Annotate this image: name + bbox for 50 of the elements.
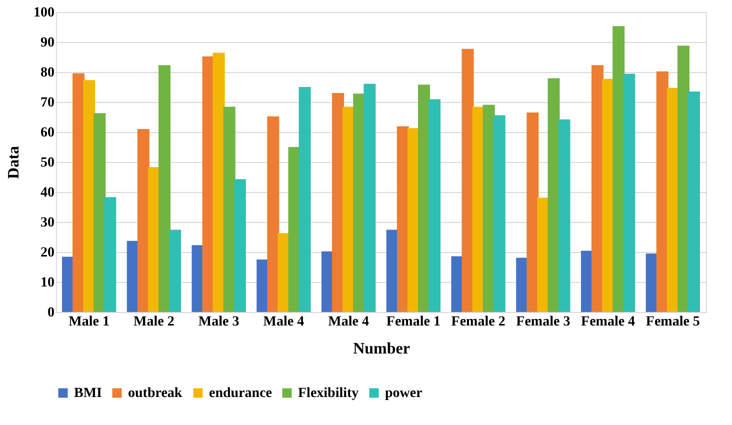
y-tick-label: 40 [40, 186, 54, 200]
x-tick-label: Female 5 [646, 314, 700, 330]
x-tick-label: Female 2 [451, 314, 506, 330]
legend-label: power [385, 386, 422, 401]
y-tick-label: 90 [40, 36, 54, 50]
bar [548, 78, 560, 312]
bar [234, 179, 246, 312]
bar [428, 99, 441, 312]
x-tick-label: Male 3 [198, 314, 240, 330]
bar [212, 52, 225, 312]
legend-label: endurance [209, 386, 272, 401]
x-tick-label: Male 2 [134, 314, 174, 330]
bar [158, 65, 170, 312]
y-tick-label: 30 [40, 216, 54, 230]
bar [298, 87, 311, 312]
y-tick-label: 10 [40, 276, 54, 290]
bar [267, 116, 280, 312]
legend-label: outbreak [128, 386, 182, 401]
bar [526, 112, 539, 312]
y-tick-label: 70 [40, 96, 54, 110]
bar [104, 197, 116, 312]
x-axis-title: Number [353, 340, 410, 358]
x-tick-label: Female 3 [516, 314, 570, 330]
bar [223, 106, 236, 312]
y-tick-label: 20 [40, 246, 54, 260]
bar [364, 84, 376, 312]
legend-label: Flexibility [298, 386, 359, 401]
legend-label: BMI [74, 386, 102, 401]
y-tick-label: 0 [48, 306, 54, 320]
y-tick-label: 80 [40, 66, 54, 80]
bar [451, 256, 464, 312]
y-axis-title: Data [6, 146, 22, 179]
bar [288, 147, 300, 312]
bar [493, 115, 506, 312]
bar [192, 245, 204, 312]
bar [558, 119, 570, 312]
x-tick-label: Male 4 [328, 314, 369, 330]
y-tick-label: 50 [40, 156, 54, 170]
y-tick-label: 60 [40, 126, 54, 140]
y-tick-label: 100 [34, 6, 54, 20]
bar [688, 92, 700, 312]
bar [94, 113, 106, 312]
bar [137, 129, 150, 312]
x-tick-label: Female 1 [386, 314, 440, 330]
x-tick-label: Female 4 [581, 314, 636, 330]
bar [462, 48, 474, 312]
bar [623, 74, 636, 312]
x-tick-label: Male 1 [68, 314, 110, 330]
bar [169, 230, 182, 312]
x-tick-label: Male 4 [263, 314, 304, 330]
